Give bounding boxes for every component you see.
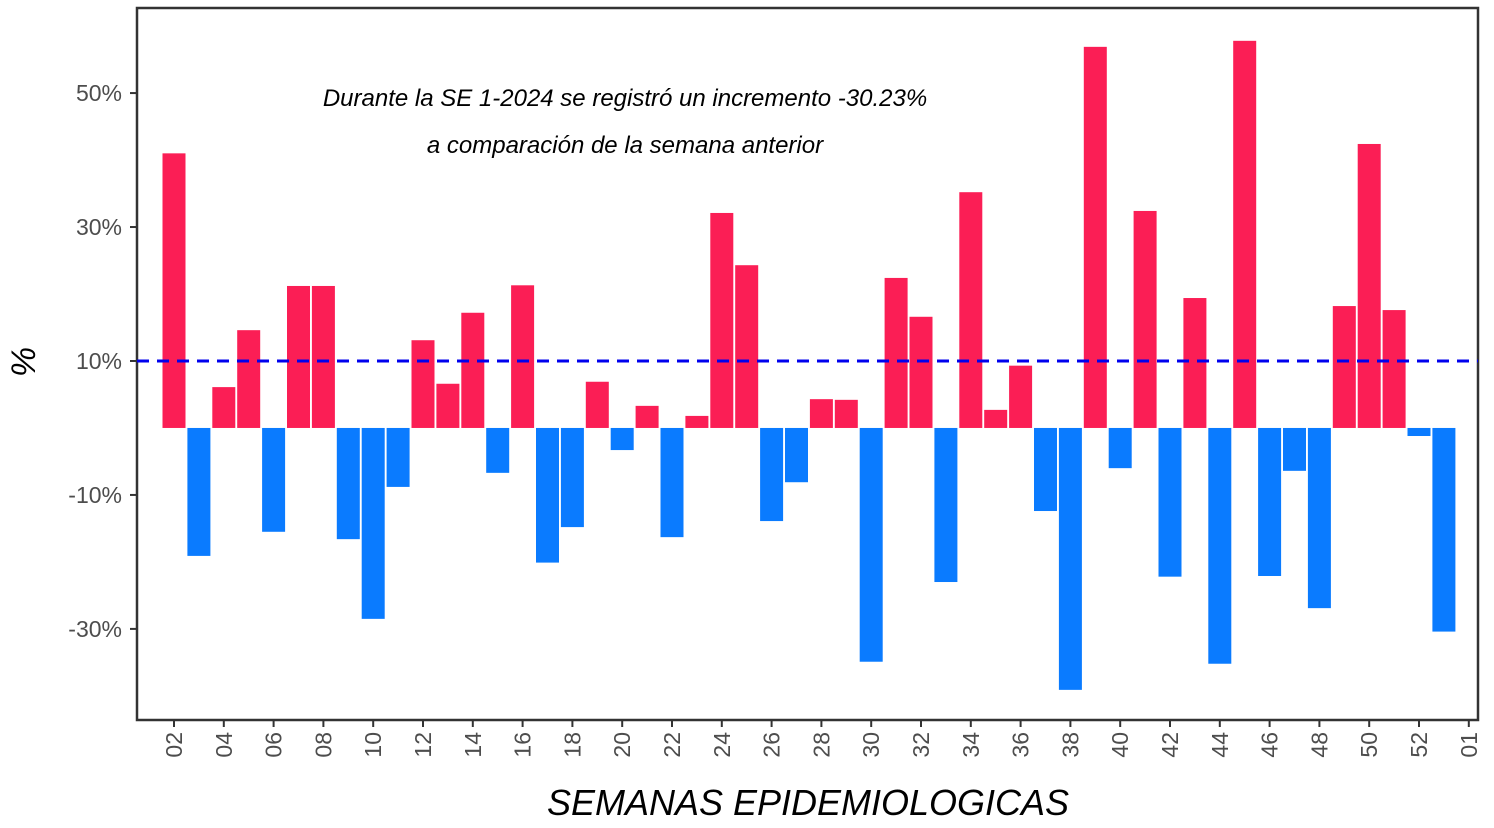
x-tick-label: 52 [1406, 732, 1432, 758]
x-tick-label: 01 [1456, 732, 1482, 758]
bar [162, 153, 186, 428]
x-tick-label: 18 [559, 732, 585, 758]
x-tick-label: 40 [1107, 732, 1133, 758]
bar [1258, 427, 1282, 576]
bar [311, 285, 335, 428]
bar [1108, 427, 1132, 469]
bar [1034, 427, 1057, 512]
bar [1283, 427, 1306, 471]
bar [635, 405, 659, 428]
bar [187, 427, 211, 556]
x-tick-label: 04 [211, 732, 237, 758]
bar [1133, 210, 1157, 428]
bar [660, 427, 684, 538]
bar [560, 427, 584, 528]
x-tick-label: 38 [1057, 732, 1083, 758]
bar [610, 427, 634, 451]
x-tick-label: 20 [609, 732, 635, 758]
bar [1233, 40, 1257, 428]
bar [834, 399, 858, 428]
bar [984, 409, 1008, 428]
x-tick-label: 10 [360, 732, 386, 758]
bar [710, 212, 734, 428]
annotation: Durante la SE 1-2024 se registró un incr… [323, 85, 927, 112]
x-tick-label: 28 [808, 732, 834, 758]
bar [1208, 427, 1232, 664]
bar [785, 427, 808, 483]
x-tick-label: 42 [1157, 732, 1183, 758]
x-tick-label: 02 [161, 732, 187, 758]
bar [336, 427, 360, 540]
x-axis-title: SEMANAS EPIDEMIOLOGICAS [547, 782, 1069, 823]
y-tick-label: 50% [76, 80, 122, 106]
y-axis-title: % [5, 347, 43, 377]
bar [1332, 306, 1356, 428]
y-tick-label: -30% [68, 616, 122, 642]
bar [536, 427, 559, 563]
bar [461, 312, 485, 428]
x-tick-label: 48 [1306, 732, 1332, 758]
bar [386, 427, 410, 487]
bar [1357, 143, 1381, 428]
bar [511, 285, 535, 428]
x-tick-label: 26 [759, 732, 785, 758]
x-tick-label: 16 [510, 732, 536, 758]
x-tick-label: 32 [908, 732, 934, 758]
bar [287, 285, 310, 428]
x-tick-label: 24 [709, 732, 735, 758]
bar [884, 277, 908, 428]
x-tick-label: 14 [460, 732, 486, 758]
x-tick-label: 46 [1257, 732, 1283, 758]
bar [361, 427, 385, 619]
bar [1058, 427, 1082, 690]
x-tick-label: 06 [261, 732, 287, 758]
x-tick-label: 36 [1008, 732, 1034, 758]
y-tick-label: 10% [76, 348, 122, 374]
bar [1432, 427, 1456, 632]
bar [1307, 427, 1331, 609]
bar [262, 427, 286, 532]
bar [934, 427, 958, 583]
bar [1382, 310, 1406, 428]
x-tick-label: 34 [958, 732, 984, 758]
bar [1407, 427, 1431, 437]
bar [212, 387, 236, 428]
bar [486, 427, 510, 473]
x-tick-label: 30 [858, 732, 884, 758]
x-tick-label: 44 [1207, 732, 1233, 758]
bar [1009, 365, 1033, 428]
bar [585, 381, 609, 428]
x-tick-label: 50 [1356, 732, 1382, 758]
bar [237, 330, 261, 428]
bar [735, 265, 759, 428]
bar [809, 399, 833, 428]
bar [436, 383, 460, 428]
plot-frame [135, 6, 1480, 722]
bar [859, 427, 883, 662]
annotation: a comparación de la semana anterior [427, 132, 824, 159]
bar [1083, 46, 1107, 428]
x-tick-label: 12 [410, 732, 436, 758]
bar [685, 415, 709, 428]
bar [959, 192, 983, 428]
bar [1183, 298, 1207, 428]
bar [1158, 427, 1182, 577]
bar [760, 427, 784, 522]
y-tick-label: -10% [68, 482, 122, 508]
bar [411, 340, 435, 428]
x-tick-label: 22 [659, 732, 685, 758]
x-tick-label: 08 [310, 732, 336, 758]
bar [909, 316, 933, 428]
y-tick-label: 30% [76, 214, 122, 240]
